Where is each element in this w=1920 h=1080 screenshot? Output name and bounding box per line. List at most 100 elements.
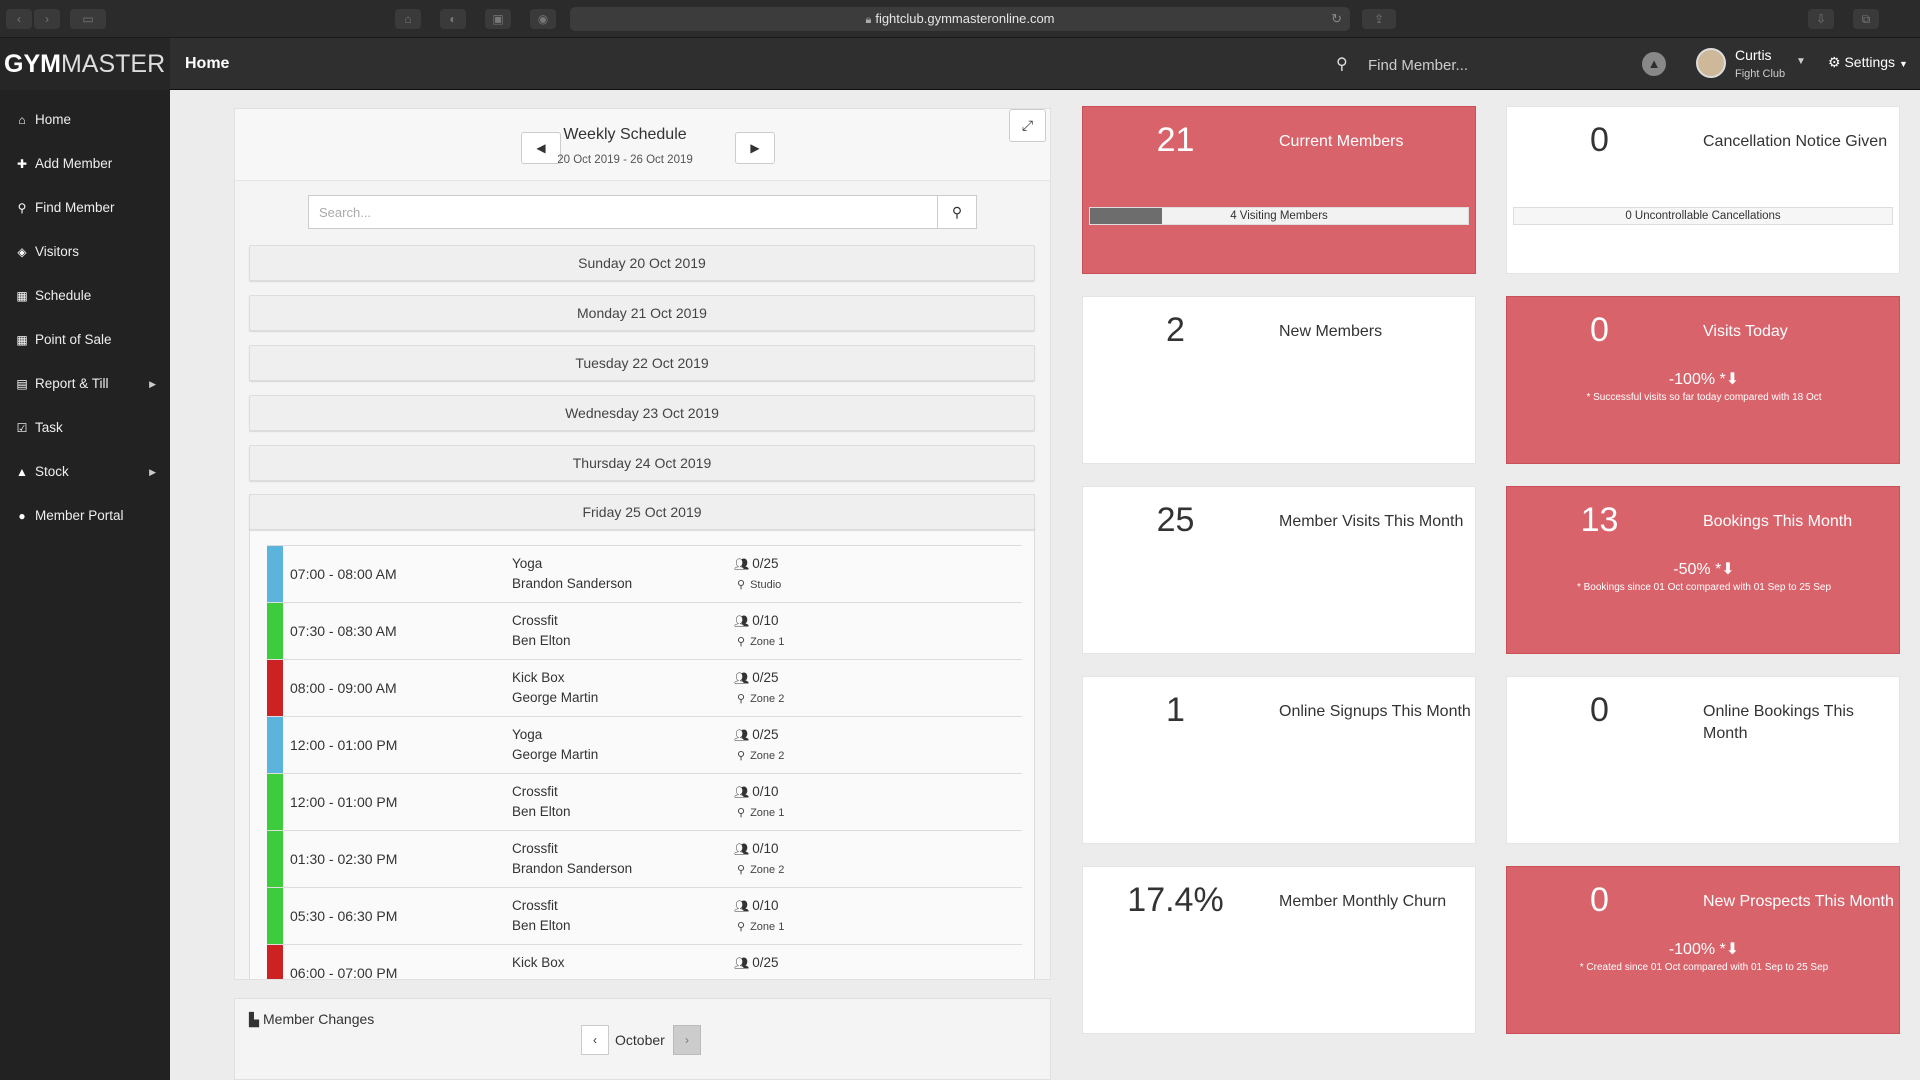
shield-icon[interactable]: ◐ [440,9,466,29]
shirt-icon: ▲ [16,465,28,479]
class-row[interactable]: 08:00 - 09:00 AM Kick Box George Martin 👥︎ 0… [267,659,1022,717]
forward-icon[interactable]: › [34,9,60,29]
class-color-bar [267,603,283,660]
class-row[interactable]: 05:30 - 06:30 PM Crossfit Ben Elton 👥︎ 0/10 ⚲… [267,887,1022,945]
user-name[interactable]: Curtis [1735,47,1772,63]
stat-value: 0 [1590,311,1609,349]
user-club: Fight Club [1735,68,1786,80]
share-icon[interactable]: ⇪ [1362,9,1396,29]
sidebar-item-task[interactable]: ☑ Task [0,406,170,450]
address-bar[interactable]: 🔒︎ fightclub.gymmasteronline.com ↻ [570,7,1350,31]
day-header[interactable]: Sunday 20 Oct 2019 [249,245,1035,281]
capacity-value: 0/25 [752,955,779,970]
caret-right-icon: ▶ [149,467,156,477]
next-month-button[interactable]: › [673,1025,701,1055]
sidebar-item-point-of-sale[interactable]: ▦ Point of Sale [0,318,170,362]
class-trainer: Ben Elton [512,633,571,648]
class-row[interactable]: 12:00 - 01:00 PM Yoga George Martin 👥︎ 0/25 ⚲… [267,716,1022,774]
class-row[interactable]: 07:30 - 08:30 AM Crossfit Ben Elton 👥︎ 0/10 ⚲… [267,602,1022,660]
class-row[interactable]: 01:30 - 02:30 PM Crossfit Brandon Sanderso… [267,830,1022,888]
location-value: Zone 1 [750,636,785,648]
home-icon: ⌂ [18,113,26,127]
sidebar-item-label: Home [35,112,72,127]
stat-card-member-monthly-churn[interactable]: 17.4% Member Monthly Churn [1082,866,1476,1034]
sidebar-item-find-member[interactable]: ⚲ Find Member [0,186,170,230]
users-icon: 👥︎ [734,956,750,970]
prev-month-button[interactable]: ‹ [581,1025,609,1055]
schedule-search-input[interactable] [308,195,938,229]
gymmaster-logo[interactable]: GYMMASTER [0,38,170,90]
sidebar-item-schedule[interactable]: ▦ Schedule [0,274,170,318]
prev-week-button[interactable]: ◀ [521,132,561,164]
stat-card-member-visits-this-month[interactable]: 25 Member Visits This Month [1082,486,1476,654]
class-location: ⚲ Zone 2 [737,749,784,762]
class-row[interactable]: 07:00 - 08:00 AM Yoga Brandon Sanderson 👥︎ 0… [267,545,1022,603]
weekly-schedule-panel: ◀ Weekly Schedule 20 Oct 2019 - 26 Oct 2… [234,108,1051,980]
users-icon: 👥︎ [734,842,750,856]
stat-note: * Bookings since 01 Oct compared with 01… [1576,582,1832,593]
stat-card-new-members[interactable]: 2 New Members [1082,296,1476,464]
extension-2-icon[interactable]: ◉ [530,9,556,29]
download-icon[interactable]: ⇩ [1808,9,1834,29]
class-trainer: George Martin [512,690,599,705]
stat-card-cancellation-notice-given[interactable]: 0 Cancellation Notice Given 0 Uncontrollab… [1506,106,1900,274]
day-header[interactable]: Wednesday 23 Oct 2019 [249,395,1035,431]
class-name: Crossfit [512,784,558,799]
class-time: 07:30 - 08:30 AM [290,623,397,639]
gear-icon: ⚙ [1828,54,1841,70]
sidebar-item-home[interactable]: ⌂ Home [0,98,170,142]
search-icon[interactable]: ⚲ [1336,56,1348,73]
back-icon[interactable]: ‹ [6,9,32,29]
sidebar-item-add-member[interactable]: ✚ Add Member [0,142,170,186]
extension-icon[interactable]: ▣ [485,9,511,29]
class-capacity: 👥︎ 0/25 [734,727,779,742]
sidebar-item-member-portal[interactable]: ● Member Portal [0,494,170,538]
stat-card-new-prospects-this-month[interactable]: 0 New Prospects This Month -100% *⬇ * Creat… [1506,866,1900,1034]
grid-icon: ▦ [16,333,28,347]
next-week-button[interactable]: ▶ [735,132,775,164]
tabs-icon[interactable]: ⧉ [1853,9,1879,29]
class-color-bar [267,774,283,831]
bell-icon[interactable]: ▲ [1642,52,1666,76]
day-header[interactable]: Thursday 24 Oct 2019 [249,445,1035,481]
calendar-icon: ▦ [16,289,28,303]
day-header[interactable]: Monday 21 Oct 2019 [249,295,1035,331]
sidebar-toggle-icon[interactable]: ▭ [70,9,106,29]
expand-icon[interactable]: ⤢ [1009,109,1046,142]
day-header-friday[interactable]: Friday 25 Oct 2019 [249,494,1035,530]
stat-card-current-members[interactable]: 21 Current Members 4 Visiting Members [1082,106,1476,274]
sidebar-item-report-till[interactable]: ▤ Report & Till ▶ [0,362,170,406]
home-browser-icon[interactable]: ⌂ [395,9,421,29]
caret-down-icon[interactable]: ▼ [1796,56,1806,67]
avatar[interactable] [1696,48,1726,78]
reload-icon[interactable]: ↻ [1331,11,1342,26]
check-icon: ☑ [16,421,28,435]
schedule-title: Weekly Schedule [563,126,687,143]
stat-value: 1 [1166,691,1185,729]
stat-label: New Members [1279,323,1383,340]
sidebar-item-label: Task [35,420,63,435]
sidebar-item-stock[interactable]: ▲ Stock ▶ [0,450,170,494]
find-member-input[interactable] [1368,52,1618,78]
sidebar-item-visitors[interactable]: ◈ Visitors [0,230,170,274]
class-color-bar [267,831,283,888]
stat-card-bookings-this-month[interactable]: 13 Bookings This Month -50% *⬇ * Bookings s… [1506,486,1900,654]
schedule-search-button[interactable]: ⚲ [937,195,977,229]
class-name: Crossfit [512,613,558,628]
stat-card-online-signups-this-month[interactable]: 1 Online Signups This Month [1082,676,1476,844]
day-header[interactable]: Tuesday 22 Oct 2019 [249,345,1035,381]
settings-button[interactable]: ⚙ Settings ▼ [1828,54,1908,71]
capacity-value: 0/10 [752,898,779,913]
class-trainer: George Martin [512,747,599,762]
settings-label: Settings [1844,54,1896,70]
class-color-bar [267,660,283,717]
stat-card-online-bookings-this-month[interactable]: 0 Online Bookings This Month [1506,676,1900,844]
class-row[interactable]: 12:00 - 01:00 PM Crossfit Ben Elton 👥︎ 0/10 ⚲… [267,773,1022,831]
stat-card-visits-today[interactable]: 0 Visits Today -100% *⬇ * Successful visits… [1506,296,1900,464]
users-icon: 👥︎ [734,899,750,913]
class-row[interactable]: 06:00 - 07:00 PM Kick Box 👥︎0/25 ⚲ [267,944,1022,979]
app-header: GYMMASTER Home ⚲ ▲ Curtis Fight Club ▼ ⚙… [0,38,1920,90]
page-title: Home [185,55,230,72]
class-time: 05:30 - 06:30 PM [290,908,398,924]
map-marker-icon: ⚲ [737,864,746,876]
